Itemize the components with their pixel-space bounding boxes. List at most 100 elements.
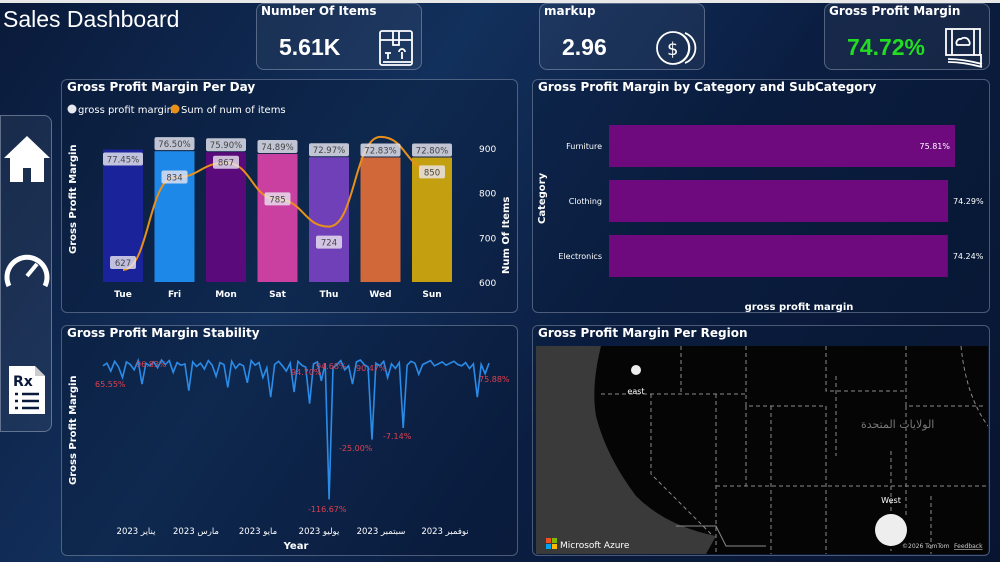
annotation-label: 90.47% [356,364,387,373]
y-tick: Electronics [558,252,602,261]
svg-text:Rx: Rx [13,374,33,390]
annotation-label: 75.88% [479,375,510,384]
bar-mon[interactable] [206,152,246,282]
map-feedback-link[interactable]: Feedback [954,543,983,550]
bar-clothing[interactable] [609,180,949,222]
legend-gpm[interactable]: gross profit margin [78,105,173,116]
bar-data-label: 72.83% [364,146,396,156]
bar-data-label: 74.29% [953,197,984,206]
map-brand: Microsoft Azure [560,541,630,551]
bar-data-label: 74.89% [261,143,293,153]
y2-axis-label: Num Of Items [501,197,512,274]
line-data-label: 627 [115,259,131,269]
line-data-label: 834 [166,173,182,183]
y2-tick: 900 [479,145,496,155]
x-tick: Fri [168,290,181,300]
sidebar: Rx [0,115,52,432]
kpi-value: 5.61K [279,34,341,60]
top-border [0,0,1000,3]
coins-icon: $ [656,31,697,65]
kpi-label: markup [544,4,596,18]
x-tick: سبتمبر 2023 [357,527,406,537]
gauge-icon[interactable] [3,248,51,292]
bar-data-label: 76.50% [158,140,190,150]
panel-gpm-region: Gross Profit Margin Per Region الولايات … [532,325,990,556]
kpi-value: 2.96 [562,34,607,60]
kpi-gross-profit-margin[interactable]: Gross Profit Margin 74.72% [824,3,990,70]
x-tick: Tue [114,290,132,300]
money-icon [945,28,983,68]
bar-thu[interactable] [309,157,349,282]
annotation-label: 94.70% [291,368,322,377]
x-tick: مارس 2023 [173,527,219,537]
bar-data-label-bg [412,143,452,157]
annotation-label: -25.00% [339,444,373,453]
bar-data-label: 75.81% [919,142,950,151]
bar-electronics[interactable] [609,235,948,277]
kpi-label: Number Of Items [261,4,377,18]
country-label: الولايات المتحدة [861,418,934,431]
line-data-label-bg [213,155,239,169]
bar-data-label: 77.45% [107,156,139,166]
box-icon [379,30,413,66]
svg-text:$: $ [667,39,678,60]
x-tick: يناير 2023 [117,527,157,537]
bar-furniture[interactable] [609,125,955,167]
legend-items[interactable]: Sum of num of items [181,105,286,116]
bar-data-label-bg [360,143,401,157]
page-title: Sales Dashboard [3,6,180,32]
line-data-label: 785 [269,195,285,205]
y2-tick: 700 [479,234,496,244]
kpi-markup[interactable]: markup 2.96 $ [539,3,705,70]
y-tick: Furniture [566,142,602,151]
annotation-label: -7.14% [383,432,412,441]
region-map[interactable]: الولايات المتحدة east West Microsoft Azu… [536,346,988,554]
x-axis-label: Year [283,541,309,552]
line-data-label-bg [419,165,445,179]
annotation-label: -116.67% [308,505,347,514]
home-icon[interactable] [3,134,51,184]
x-tick: Sat [269,290,287,300]
stability-line-chart: Gross Profit Margin Year 65.55% 96.83% 94.… [68,357,510,552]
panel-title: Gross Profit Margin Per Day [67,80,256,94]
bar-wed[interactable] [360,157,401,282]
region-label-east: east [627,387,644,396]
panel-title: Gross Profit Margin Per Region [538,326,748,340]
bar-data-label-bg [103,152,143,166]
bar-data-label-bg [154,137,195,151]
line-data-label-bg [316,235,342,249]
line-data-label-bg [110,255,136,269]
kpi-label: Gross Profit Margin [829,4,961,18]
bubble-east[interactable] [631,365,641,375]
bar-data-label: 72.80% [416,147,448,157]
bar-data-label: 75.90% [210,141,242,151]
x-tick: Mon [215,290,237,300]
kpi-number-of-items[interactable]: Number Of Items 5.61K [256,3,422,70]
panel-title: Gross Profit Margin by Category and SubC… [538,80,877,94]
legend-marker-gpm [67,104,77,114]
y2-tick: 600 [479,279,496,289]
x-tick: Wed [369,290,391,300]
report-icon[interactable]: Rx [3,364,51,416]
kpi-value: 74.72% [847,34,926,60]
x-tick: نوفمبر 2023 [421,527,468,537]
line-data-label: 724 [321,239,337,249]
line-data-label-bg [264,192,291,206]
annotation-label: 96.83% [136,360,167,369]
y-axis-label: Gross Profit Margin [68,144,79,254]
x-tick: Sun [422,290,441,300]
bar-data-label-bg [257,139,298,153]
margin-line [102,357,490,500]
line-data-label: 850 [424,168,440,178]
region-label-west: West [881,496,901,505]
bar-sat[interactable] [257,153,298,282]
combo-chart: gross profit margin Sum of num of items … [67,104,512,300]
annotation-label: 65.55% [95,380,126,389]
bar-data-label-bg [309,143,349,157]
bar-data-label: 72.97% [313,146,345,156]
x-tick: يوليو 2023 [299,527,340,537]
annotation-label: 94.68% [316,362,347,371]
bubble-west[interactable] [875,514,907,546]
panel-title: Gross Profit Margin Stability [67,326,260,340]
category-bar-chart: Category gross profit margin Furniture 75… [537,125,984,313]
